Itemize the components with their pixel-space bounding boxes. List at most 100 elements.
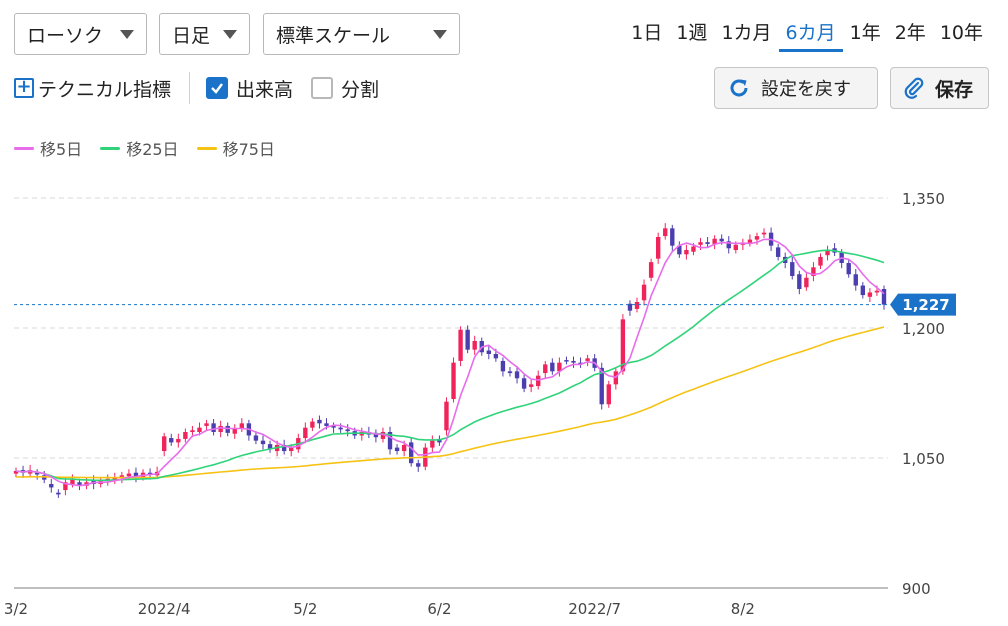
legend-label-ma75: 移75日: [222, 140, 275, 159]
legend-item-ma5: 移5日: [14, 136, 82, 160]
candle-body: [437, 438, 442, 443]
candle-body: [70, 479, 75, 484]
candle-body: [606, 384, 611, 405]
candle-body: [543, 364, 548, 374]
candle-body: [338, 427, 343, 430]
legend-label-ma25: 移25日: [126, 140, 179, 159]
range-tab-1w[interactable]: 1週: [676, 22, 708, 44]
candle-body: [133, 472, 139, 478]
candle-body: [373, 432, 379, 438]
range-tab-6m[interactable]: 6カ月: [778, 20, 843, 52]
candle-body: [416, 463, 421, 467]
scale-value: 標準スケール: [276, 24, 391, 47]
candlestick-chart[interactable]: 900 1,050 1,200 1,350 3/2 2022/4 5/2 6/2 2022/7 8…: [0, 160, 1008, 626]
candle-body: [493, 354, 499, 359]
x-tick-label: 2022/4: [138, 600, 191, 618]
candle-body: [797, 274, 802, 289]
candle-body: [557, 362, 562, 372]
candle-body: [853, 274, 858, 286]
candle-body: [790, 262, 795, 276]
chevron-down-icon: [433, 30, 447, 39]
reset-settings-label: 設定を戻す: [761, 79, 851, 100]
x-tick-label: 3/2: [4, 600, 28, 618]
candle-body: [239, 423, 245, 429]
reset-settings-button[interactable]: 設定を戻す: [714, 67, 878, 109]
candle-body: [811, 267, 816, 276]
candle-body: [13, 471, 19, 474]
candle-body: [550, 362, 555, 372]
candle-body: [401, 445, 407, 452]
candle-body: [176, 438, 181, 443]
candle-body: [430, 440, 435, 448]
range-tab-10y[interactable]: 10年: [939, 22, 983, 44]
candle-body: [804, 277, 809, 288]
candle-body: [705, 242, 710, 244]
refresh-icon: [730, 79, 748, 97]
plus-icon: +: [14, 78, 34, 98]
y-tick-label: 1,050: [902, 450, 945, 468]
candle-body: [684, 250, 689, 255]
technical-indicator-button[interactable]: + テクニカル指標: [14, 75, 171, 102]
range-tab-1m[interactable]: 1カ月: [721, 22, 772, 44]
range-tab-1d[interactable]: 1日: [631, 22, 663, 44]
candle-body: [204, 423, 209, 426]
range-tab-1y[interactable]: 1年: [849, 22, 881, 44]
ma75-line: [15, 326, 885, 479]
candle-body: [860, 285, 866, 296]
x-tick-label: 8/2: [731, 600, 755, 618]
candle-body: [310, 421, 315, 428]
candle-body: [303, 427, 308, 439]
chart-type-dropdown[interactable]: ローソク: [14, 13, 147, 55]
candle-body: [641, 284, 647, 301]
candle-body: [514, 371, 520, 379]
split-label: 分割: [341, 78, 380, 101]
scale-dropdown[interactable]: 標準スケール: [263, 13, 460, 55]
ma5-line: [15, 238, 885, 487]
candle-body: [169, 438, 174, 443]
chart-legend: 移5日 移25日 移75日: [14, 136, 293, 160]
candle-body: [536, 375, 541, 387]
candle-body: [225, 425, 230, 433]
volume-checkbox[interactable]: 出来高: [206, 75, 293, 102]
split-checkbox[interactable]: 分割: [311, 75, 379, 102]
candle-body: [260, 440, 266, 445]
candle-body: [465, 329, 470, 350]
candle-body: [881, 289, 887, 305]
candle-body: [528, 384, 534, 387]
candle-body: [190, 430, 195, 432]
candle-body: [507, 371, 513, 374]
y-tick-label: 1,200: [902, 320, 945, 338]
candle-body: [253, 435, 259, 441]
indicator-toolbar: + テクニカル指標 出来高 分割: [14, 72, 397, 104]
candle-body: [34, 472, 40, 475]
chevron-down-icon: [223, 30, 237, 39]
range-tab-2y[interactable]: 2年: [894, 22, 926, 44]
save-label: 保存: [935, 78, 974, 101]
chart-type-value: ローソク: [27, 24, 104, 47]
candle-body: [867, 292, 873, 297]
candle-body: [267, 444, 273, 450]
save-button[interactable]: 保存: [890, 67, 989, 109]
candle-body: [77, 482, 82, 485]
candle-body: [634, 302, 640, 309]
legend-swatch-ma75: [196, 146, 217, 150]
ma25-line: [15, 249, 885, 482]
candle-body: [521, 378, 527, 389]
candle-body: [218, 425, 223, 432]
last-price-label: 1,227: [902, 296, 949, 314]
period-type-dropdown[interactable]: 日足: [159, 13, 250, 55]
candle-body: [387, 432, 393, 450]
candle-body: [317, 419, 322, 424]
candle-body: [49, 484, 54, 488]
candle-body: [733, 244, 738, 250]
candle-body: [380, 432, 386, 439]
candle-body: [345, 429, 350, 432]
y-tick-label: 1,350: [902, 190, 945, 208]
technical-indicator-label: テクニカル指標: [38, 78, 172, 101]
candle-body: [564, 360, 569, 362]
candle-body: [747, 239, 753, 244]
candle-body: [571, 360, 576, 363]
candle-body: [197, 427, 202, 432]
candle-body: [719, 238, 724, 242]
candle-body: [408, 442, 414, 464]
